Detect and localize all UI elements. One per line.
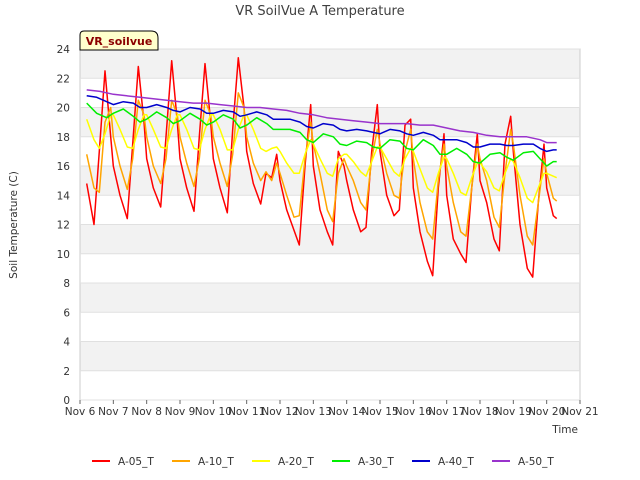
- x-tick-label: Nov 12: [261, 406, 298, 418]
- legend-label: A-20_T: [278, 456, 314, 468]
- y-tick-label: 10: [57, 249, 70, 261]
- legend-label: A-40_T: [438, 456, 474, 468]
- x-tick-label: Nov 13: [295, 406, 332, 418]
- y-tick-label: 14: [57, 190, 71, 202]
- y-tick-label: 24: [57, 44, 71, 56]
- x-tick-label: Nov 15: [361, 406, 398, 418]
- series-line-A-40_T: [86, 95, 557, 153]
- legend-label: A-05_T: [118, 456, 154, 468]
- series-line-A-30_T: [86, 102, 557, 167]
- x-tick-label: Nov 14: [328, 406, 366, 418]
- y-tick-label: 20: [57, 103, 70, 115]
- x-tick-label: Nov 20: [528, 406, 565, 418]
- x-tick-label: Nov 10: [195, 406, 232, 418]
- x-tick-label: Nov 21: [561, 406, 598, 418]
- y-tick-label: 22: [57, 73, 70, 85]
- badge-label: VR_soilvue: [86, 35, 153, 48]
- x-tick-label: Nov 8: [131, 406, 162, 418]
- badge-box: [79, 30, 159, 51]
- station-badge: VR_soilvue: [79, 30, 159, 51]
- x-tick-label: Nov 6: [65, 406, 96, 418]
- x-tick-label: Nov 18: [461, 406, 498, 418]
- grid-band: [80, 341, 580, 371]
- y-tick-label: 2: [63, 366, 70, 378]
- x-tick-label: Nov 19: [495, 406, 532, 418]
- x-tick-label: Nov 7: [98, 406, 129, 418]
- y-tick-label: 18: [57, 132, 70, 144]
- legend: A-05_T A-10_T A-20_T A-30_T A-40_T A-50_T: [92, 456, 554, 468]
- series-layer: [85, 57, 558, 278]
- chart-title: VR SoilVue A Temperature: [235, 4, 404, 19]
- x-tick-label: Nov 17: [428, 406, 465, 418]
- series-line-A-05_T: [85, 57, 558, 278]
- legend-label: A-30_T: [358, 456, 394, 468]
- grid-band: [80, 107, 580, 137]
- legend-label: A-10_T: [198, 456, 234, 468]
- series-line-A-10_T: [85, 92, 558, 246]
- x-tick-label: Nov 9: [165, 406, 196, 418]
- x-tick-label: Nov 16: [395, 406, 433, 418]
- x-axis-label: Time: [551, 424, 578, 436]
- y-tick-label: 12: [57, 220, 70, 232]
- y-tick-label: 6: [63, 307, 70, 319]
- y-axis-label: Soil Temperature (C): [8, 171, 20, 279]
- y-tick-label: 4: [63, 337, 70, 349]
- y-tick-label: 8: [63, 278, 70, 290]
- y-tick-label: 0: [63, 395, 70, 407]
- x-tick-label: Nov 11: [228, 406, 265, 418]
- legend-label: A-50_T: [518, 456, 554, 468]
- grid-band: [80, 283, 580, 313]
- y-tick-label: 16: [57, 161, 71, 173]
- series-line-A-50_T: [86, 89, 557, 144]
- grid-band: [80, 49, 580, 79]
